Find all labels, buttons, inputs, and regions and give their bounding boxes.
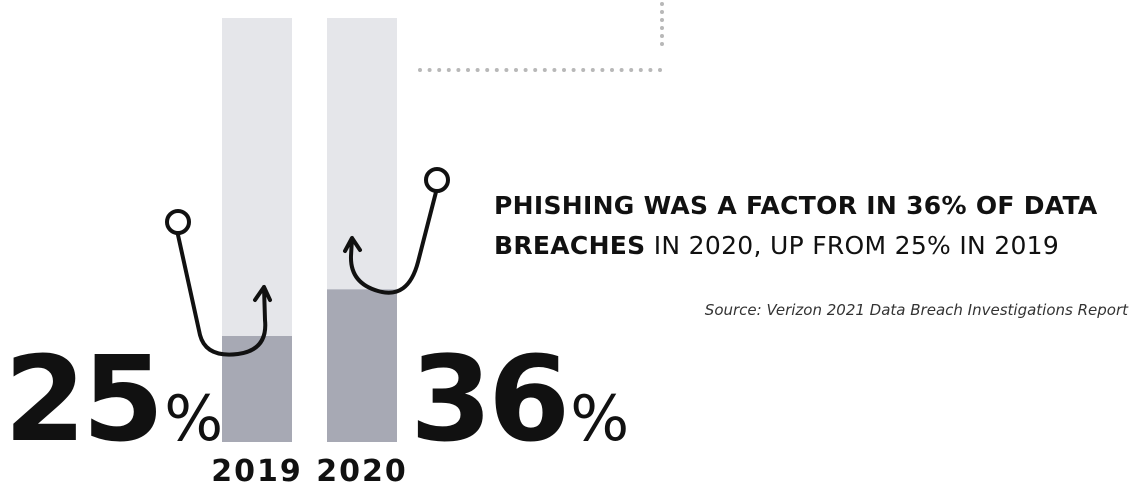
dotted-connector-dot <box>660 10 664 14</box>
dotted-connector-dot <box>446 68 451 72</box>
dotted-connector-dot <box>610 68 614 72</box>
dotted-connector-dot <box>660 26 664 30</box>
dotted-connector-dot <box>638 68 643 72</box>
dotted-connector-dot <box>660 2 664 6</box>
dotted-connector-dot <box>629 68 634 72</box>
dotted-connector-dot <box>437 68 442 72</box>
source-note: Source: Verizon 2021 Data Breach Investi… <box>704 301 1128 319</box>
dotted-connector-dot <box>660 42 664 46</box>
headline: PHISHING WAS A FACTOR IN 36% OF DATA BRE… <box>494 186 1124 266</box>
fishing-hook-icon <box>343 190 438 295</box>
dotted-connector-dot <box>542 68 547 72</box>
dotted-connector-dot <box>562 68 566 72</box>
dotted-connector-dot <box>658 68 662 72</box>
dotted-connector-dot <box>600 68 605 72</box>
fishing-hook-icon <box>176 233 272 357</box>
dotted-connector-dot <box>552 68 557 72</box>
dotted-connector-dot <box>619 68 624 72</box>
dotted-connector-dot <box>533 68 538 72</box>
bar-2019 <box>222 336 292 442</box>
value-label-2019: 25% <box>4 330 224 468</box>
bar-2020 <box>327 289 397 442</box>
dotted-connector-dot <box>504 68 509 72</box>
dotted-connector-dot <box>648 68 653 72</box>
x-tick-2020: 2020 <box>316 454 408 489</box>
headline-line-2: BREACHES IN 2020, UP FROM 25% IN 2019 <box>494 231 1060 260</box>
dotted-connector-dot <box>660 18 664 22</box>
value-label-2020: 36% <box>410 330 630 468</box>
headline-line-1: PHISHING WAS A FACTOR IN 36% OF DATA <box>494 191 1098 220</box>
dotted-connector-dot <box>514 68 518 72</box>
x-tick-2019: 2019 <box>211 454 303 489</box>
dotted-connector-dot <box>523 68 528 72</box>
dotted-connector-dot <box>581 68 586 72</box>
dotted-connector-dot <box>475 68 480 72</box>
dotted-connector-dot <box>418 68 422 72</box>
dotted-connector-dot <box>466 68 470 72</box>
dotted-connector-dot <box>494 68 499 72</box>
dotted-connector-dot <box>571 68 576 72</box>
hook-eye <box>165 209 191 235</box>
dotted-connector-dot <box>590 68 595 72</box>
dotted-connector-dot <box>485 68 490 72</box>
dotted-connector-dot <box>427 68 432 72</box>
hook-eye <box>424 167 450 193</box>
dotted-connector-dot <box>456 68 461 72</box>
dotted-connector-dot <box>660 34 664 38</box>
